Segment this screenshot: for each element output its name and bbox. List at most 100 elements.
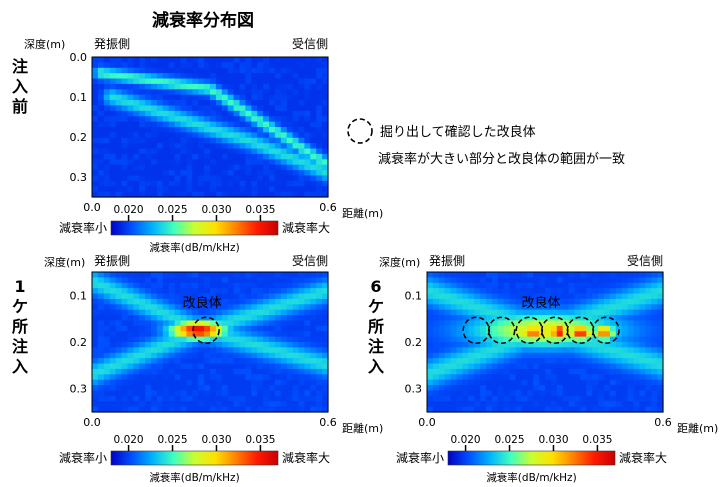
heatmap-cell: [210, 342, 217, 348]
heatmap-cell: [444, 288, 452, 295]
heatmap-cell: [151, 94, 158, 101]
heatmap-cell: [269, 78, 276, 85]
heatmap-cell: [97, 110, 105, 117]
heatmap-cell: [633, 331, 640, 338]
heatmap-cell: [97, 395, 105, 402]
heatmap-cell: [257, 293, 264, 300]
heatmap-cell: [233, 288, 241, 295]
heatmap-cell: [121, 325, 128, 332]
heatmap-cell: [109, 315, 117, 322]
heatmap-cell: [186, 379, 193, 386]
heatmap-cell: [227, 105, 235, 112]
heatmap-cell: [133, 401, 140, 408]
heatmap-cell: [298, 347, 305, 354]
heatmap-cell: [109, 105, 117, 112]
heatmap-cell: [450, 374, 458, 381]
heatmap-cell: [127, 315, 134, 322]
heatmap-cell: [304, 148, 311, 155]
heatmap-cell: [509, 277, 517, 284]
heatmap-cell: [304, 186, 311, 193]
heatmap-cell: [298, 336, 305, 343]
heatmap-cell: [304, 272, 311, 278]
heatmap-cell: [550, 358, 558, 365]
heatmap-cell: [115, 62, 123, 69]
heatmap-cell: [239, 298, 246, 305]
heatmap-cell: [657, 288, 664, 295]
heatmap-cell: [198, 137, 205, 144]
heatmap-cell: [462, 395, 469, 402]
heatmap-cell: [168, 110, 176, 117]
heatmap-cell: [204, 331, 211, 338]
heatmap-cell: [198, 105, 205, 112]
heatmap-cell: [139, 116, 146, 123]
heatmap-cell: [562, 325, 570, 332]
improvement-body-label: 改良体: [522, 295, 561, 311]
heatmap-cell: [245, 395, 252, 402]
heatmap-cell: [286, 180, 294, 187]
heatmap-cell: [533, 363, 540, 370]
heatmap-cell: [156, 73, 164, 80]
heatmap-cell: [316, 390, 323, 397]
x-tick-label: 0.0: [83, 416, 101, 429]
heatmap-cell: [227, 298, 235, 305]
heatmap-cell: [304, 390, 311, 397]
colorbar-unit-label: 減衰率(dB/m/kHz): [486, 471, 576, 484]
heatmap-cell: [121, 57, 128, 63]
heatmap-cell: [174, 336, 182, 343]
heatmap-cell: [168, 363, 176, 370]
heatmap-cell: [292, 320, 300, 327]
heatmap-cell: [298, 304, 305, 311]
heatmap-cell: [221, 395, 229, 402]
heatmap-cell: [509, 347, 517, 354]
heatmap-cell: [509, 304, 517, 311]
heatmap-cell: [450, 379, 458, 386]
heatmap-cell: [198, 282, 205, 289]
heatmap-cell: [257, 83, 264, 90]
heatmap-cell: [151, 320, 158, 327]
heatmap-cell: [562, 385, 570, 392]
heatmap-cell: [322, 325, 329, 332]
heatmap-cell: [497, 352, 505, 359]
heatmap-cell: [527, 385, 534, 392]
heatmap-cell: [92, 94, 99, 101]
heatmap-cell: [121, 395, 128, 402]
heatmap-cell: [198, 100, 205, 107]
heatmap-cell: [480, 363, 487, 370]
heatmap-cell: [92, 288, 99, 295]
heatmap-cell: [509, 325, 517, 332]
heatmap-cell: [239, 385, 246, 392]
heatmap-cell: [304, 374, 311, 381]
heatmap-cell: [292, 57, 300, 63]
heatmap-cell: [280, 320, 288, 327]
heatmap-cell: [263, 320, 270, 327]
heatmap-cell: [310, 94, 317, 101]
heatmap-cell: [139, 336, 146, 343]
heatmap-cell: [221, 293, 229, 300]
heatmap-cell: [474, 325, 481, 332]
heatmap-cell: [227, 282, 235, 289]
heatmap-cell: [562, 358, 570, 365]
heatmap-cell: [497, 395, 505, 402]
heatmap-cell: [245, 105, 252, 112]
x-tick-label: 0.0: [83, 201, 101, 214]
heatmap-cell: [227, 272, 235, 278]
heatmap-cell: [580, 368, 587, 375]
heatmap-cell: [233, 62, 241, 69]
heatmap-cell: [168, 89, 176, 96]
heatmap-cell: [497, 363, 505, 370]
heatmap-cell: [156, 336, 164, 343]
heatmap-cell: [251, 298, 258, 305]
heatmap-cell: [497, 379, 505, 386]
heatmap-cell: [227, 331, 235, 338]
heatmap-cell: [444, 336, 452, 343]
x-tick-label: 0.6: [654, 416, 672, 429]
heatmap-cell: [251, 73, 258, 80]
heatmap-cell: [633, 309, 640, 316]
heatmap-cell: [562, 288, 570, 295]
heatmap-cell: [274, 62, 282, 69]
heatmap-cell: [316, 385, 323, 392]
heatmap-cell: [109, 191, 117, 198]
heatmap-cell: [227, 293, 235, 300]
heatmap-cell: [304, 67, 311, 74]
heatmap-cell: [174, 143, 182, 150]
